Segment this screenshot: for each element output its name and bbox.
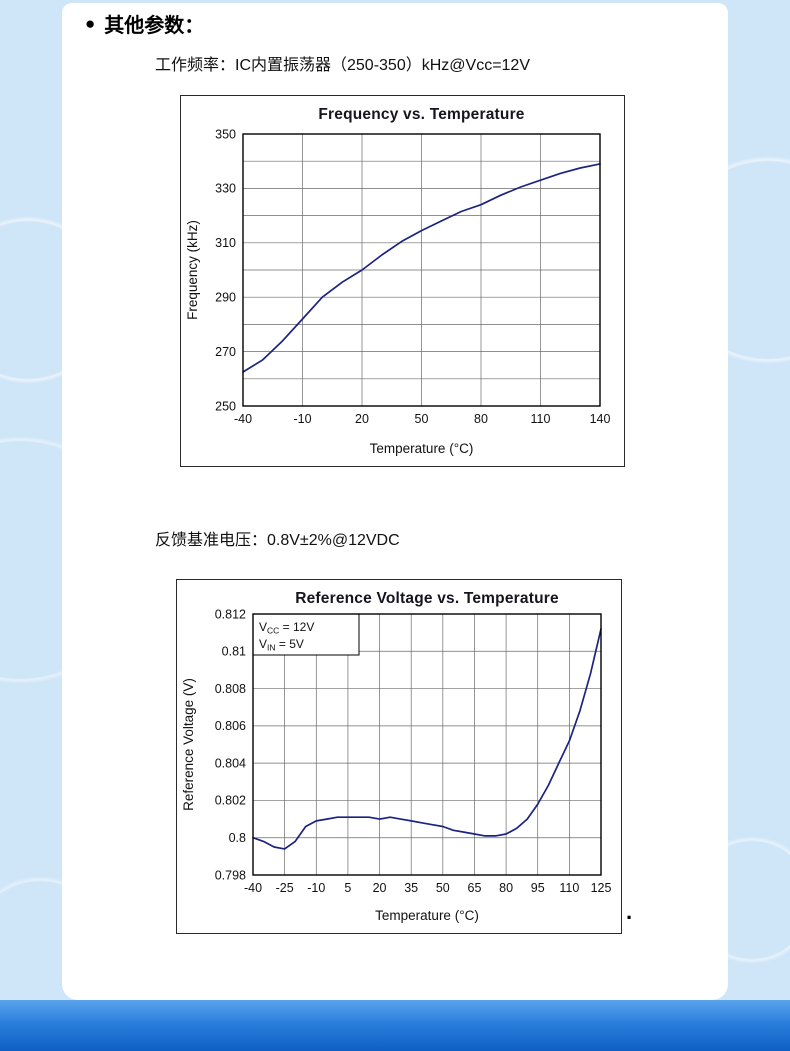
svg-text:Frequency (kHz): Frequency (kHz) xyxy=(185,220,200,320)
svg-text:Reference Voltage (V): Reference Voltage (V) xyxy=(181,678,196,811)
content-card: ● 其他参数： 工作频率：IC内置振荡器（250-350）kHz@Vcc=12V… xyxy=(62,3,728,1000)
svg-text:0.808: 0.808 xyxy=(215,682,246,696)
svg-text:-40: -40 xyxy=(244,881,262,895)
svg-text:Reference Voltage vs. Temperat: Reference Voltage vs. Temperature xyxy=(295,590,559,607)
working-frequency-label: 工作频率：IC内置振荡器（250-350）kHz@Vcc=12V xyxy=(155,57,531,74)
svg-text:Temperature (°C): Temperature (°C) xyxy=(370,441,474,456)
svg-text:-25: -25 xyxy=(276,881,294,895)
svg-text:290: 290 xyxy=(215,291,236,305)
svg-text:80: 80 xyxy=(474,412,488,426)
svg-text:-40: -40 xyxy=(234,412,252,426)
section-heading: ● 其他参数： xyxy=(85,9,204,38)
svg-text:0.798: 0.798 xyxy=(215,868,246,882)
bottom-band xyxy=(0,1000,790,1051)
svg-text:140: 140 xyxy=(590,412,611,426)
svg-text:0.8: 0.8 xyxy=(229,831,246,845)
reference-voltage-vs-temperature-chart: VCC = 12V VIN = 5V -40 -25 -10 5 20 35 50 65 80 95 1… xyxy=(176,579,622,934)
svg-text:20: 20 xyxy=(355,412,369,426)
svg-text:-10: -10 xyxy=(293,412,311,426)
svg-text:65: 65 xyxy=(468,881,482,895)
svg-text:0.806: 0.806 xyxy=(215,719,246,733)
svg-text:-10: -10 xyxy=(307,881,325,895)
svg-text:110: 110 xyxy=(531,412,551,426)
svg-text:350: 350 xyxy=(215,127,236,141)
svg-text:Frequency vs. Temperature: Frequency vs. Temperature xyxy=(318,106,524,123)
svg-text:0.804: 0.804 xyxy=(215,756,246,770)
svg-text:5: 5 xyxy=(344,881,351,895)
section-title: 其他参数： xyxy=(104,15,205,37)
feedback-voltage-label: 反馈基准电压：0.8V±2%@12VDC xyxy=(155,532,400,549)
svg-text:110: 110 xyxy=(559,881,579,895)
frequency-chart-canvas: -40 -10 20 50 80 110 140 250 270 290 310 330 350 Freq… xyxy=(185,106,611,456)
svg-text:0.802: 0.802 xyxy=(215,794,246,808)
trailing-period: . xyxy=(626,899,633,924)
svg-text:250: 250 xyxy=(215,399,236,413)
svg-text:95: 95 xyxy=(531,881,545,895)
svg-text:330: 330 xyxy=(215,182,236,196)
svg-text:80: 80 xyxy=(499,881,513,895)
svg-text:50: 50 xyxy=(436,881,450,895)
bullet-icon: ● xyxy=(85,14,96,33)
svg-text:VCC = 12V: VCC = 12V xyxy=(259,620,314,636)
svg-text:125: 125 xyxy=(591,881,612,895)
svg-text:VIN = 5V: VIN = 5V xyxy=(259,637,304,653)
svg-text:Temperature (°C): Temperature (°C) xyxy=(375,908,479,923)
svg-text:0.81: 0.81 xyxy=(222,645,246,659)
svg-text:310: 310 xyxy=(215,236,236,250)
svg-text:270: 270 xyxy=(215,345,236,359)
svg-text:50: 50 xyxy=(415,412,429,426)
svg-text:20: 20 xyxy=(373,881,387,895)
frequency-vs-temperature-chart: -40 -10 20 50 80 110 140 250 270 290 310 330 350 Freq… xyxy=(180,95,625,467)
svg-text:0.812: 0.812 xyxy=(215,607,246,621)
svg-text:35: 35 xyxy=(404,881,418,895)
